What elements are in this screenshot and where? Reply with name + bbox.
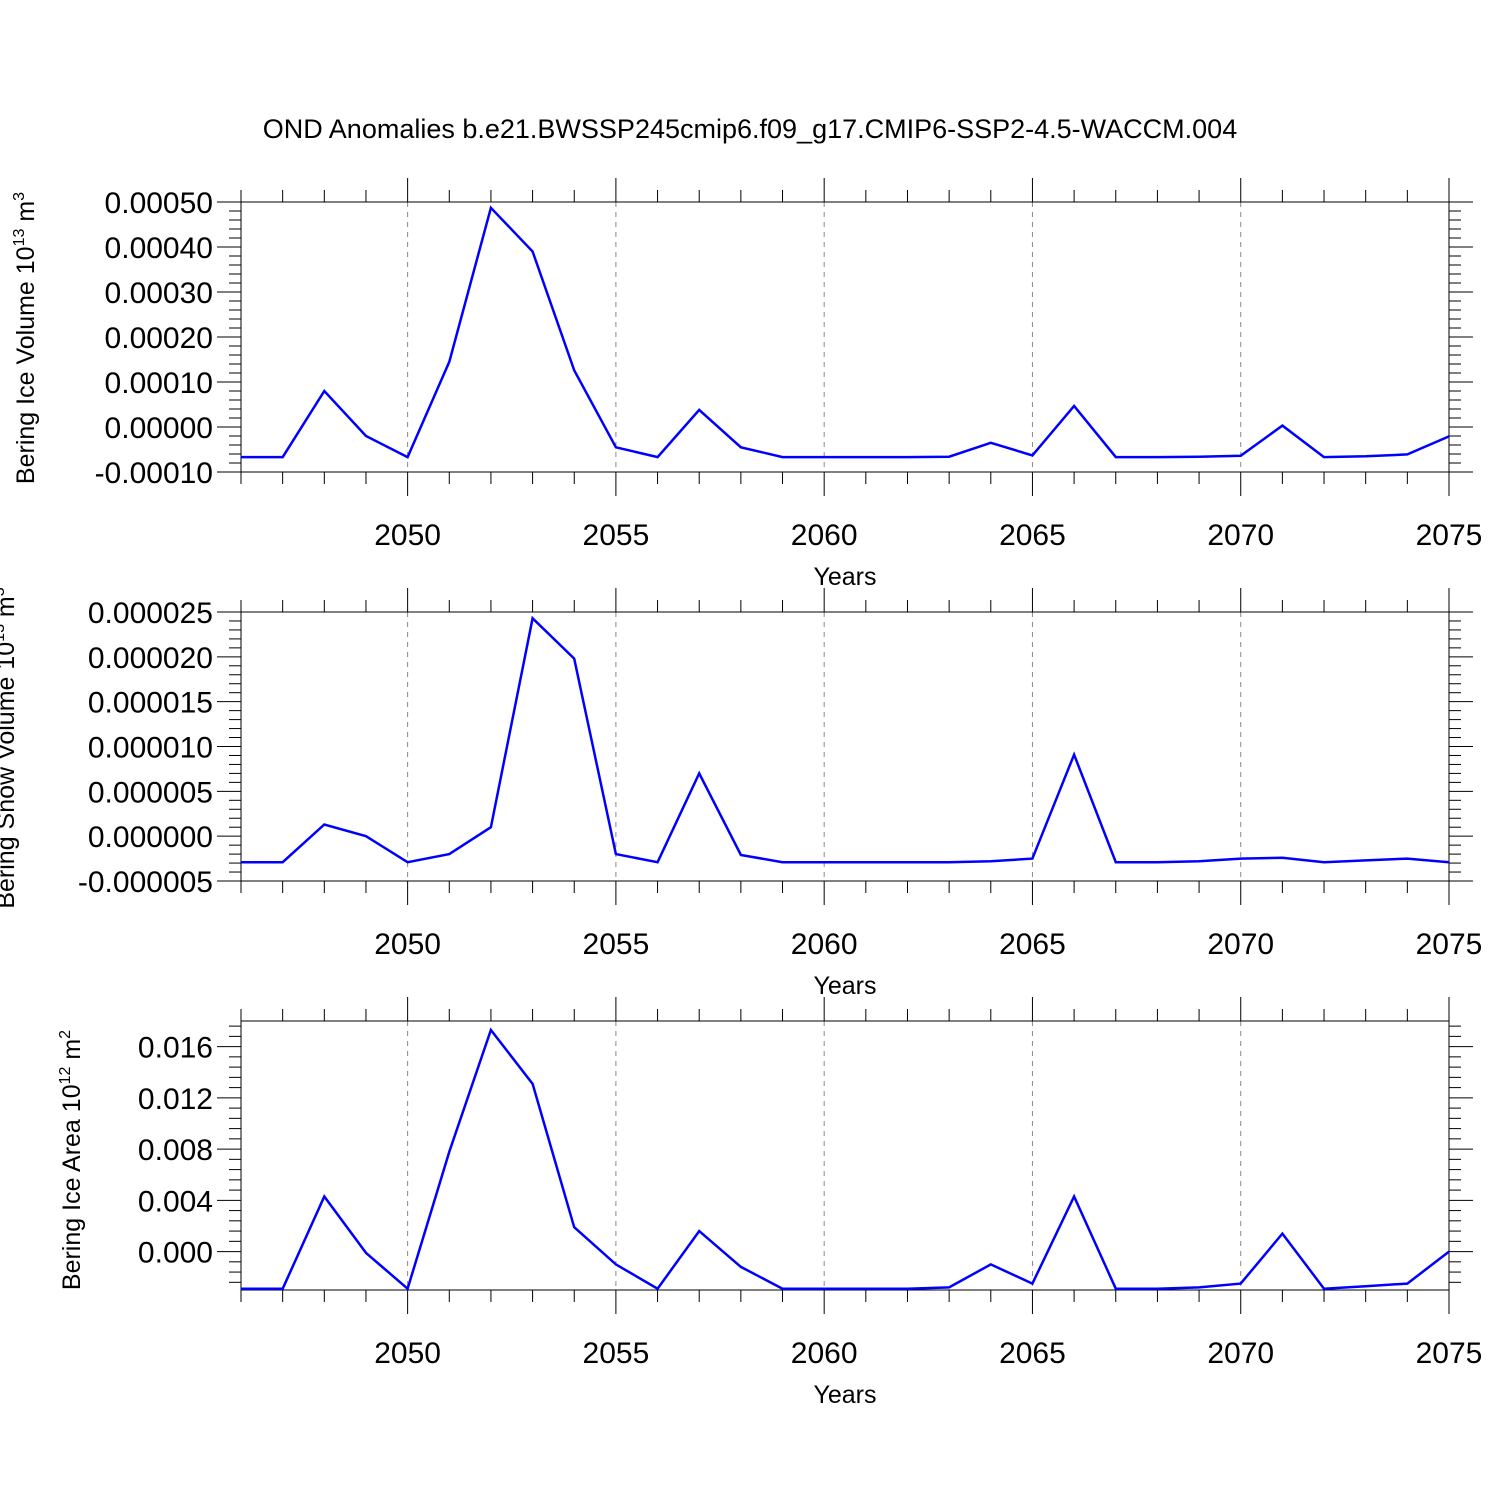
plot-frame <box>240 1020 1450 1291</box>
y-tick-label: 0.00010 <box>105 367 213 400</box>
x-tick-label: 2055 <box>583 1337 650 1370</box>
y-axis-title: Bering Ice Area 1012 m2 <box>57 1030 86 1290</box>
y-tick-label: 0.000015 <box>88 687 213 720</box>
x-tick-label: 2060 <box>791 1337 858 1370</box>
y-tick-label: 0.000005 <box>88 776 213 809</box>
x-tick-label: 2060 <box>791 519 858 552</box>
x-tick-label: 2070 <box>1207 1337 1274 1370</box>
x-tick-label: 2070 <box>1207 928 1274 961</box>
y-tick-label: 0.000010 <box>88 732 213 765</box>
x-axis-title: Years <box>813 972 876 1000</box>
y-tick-label: 0.000 <box>138 1237 213 1270</box>
panels: -0.00010 0.00000 0.00010 0.00020 0.00030 0.00… <box>0 178 1482 1409</box>
x-tick-label: 2070 <box>1207 519 1274 552</box>
y-tick-label: 0.00050 <box>105 187 213 220</box>
panel-3: 0.000 0.004 0.008 0.012 0.016 2050 2055 2060 206… <box>57 997 1482 1409</box>
x-tick-label: 2050 <box>374 1337 441 1370</box>
y-tick-label: 0.00030 <box>105 277 213 310</box>
x-tick-label: 2055 <box>583 519 650 552</box>
y-tick-label: 0.00040 <box>105 232 213 265</box>
panel-1: -0.00010 0.00000 0.00010 0.00020 0.00030 0.00… <box>11 178 1482 591</box>
y-tick-label: 0.00020 <box>105 322 213 355</box>
y-tick-label: 0.008 <box>138 1134 213 1167</box>
series-line <box>241 205 1450 459</box>
y-tick-label: 0.000000 <box>88 821 213 854</box>
figure-title: OND Anomalies b.e21.BWSSP245cmip6.f09_g1… <box>263 114 1237 144</box>
x-tick-label: 2075 <box>1416 519 1483 552</box>
x-tick-label: 2075 <box>1416 1337 1483 1370</box>
y-axis-title: Bering Ice Volume 1013 m3 <box>11 192 40 484</box>
panel-2: -0.000005 0.000000 0.000005 0.000010 0.00001… <box>0 587 1482 1000</box>
y-tick-label: 0.000025 <box>88 597 213 630</box>
y-tick-label: 0.00000 <box>105 412 213 445</box>
x-tick-label: 2050 <box>374 519 441 552</box>
y-axis-title: Bering Snow Volume 1013 m3 <box>0 587 20 908</box>
y-tick-label: 0.000020 <box>88 642 213 675</box>
x-tick-label: 2060 <box>791 928 858 961</box>
x-tick-label: 2065 <box>999 519 1066 552</box>
y-tick-label: 0.012 <box>138 1083 213 1116</box>
x-axis-title: Years <box>813 563 876 591</box>
x-tick-label: 2050 <box>374 928 441 961</box>
x-tick-label: 2075 <box>1416 928 1483 961</box>
x-axis-title: Years <box>813 1381 876 1409</box>
y-tick-label: -0.00010 <box>95 457 213 490</box>
series-line <box>241 615 1450 864</box>
y-tick-label: -0.000005 <box>78 866 213 899</box>
series-line <box>241 1027 1450 1291</box>
y-tick-label: 0.004 <box>138 1185 213 1218</box>
x-tick-label: 2065 <box>999 928 1066 961</box>
y-tick-label: 0.016 <box>138 1032 213 1065</box>
x-tick-label: 2055 <box>583 928 650 961</box>
x-tick-label: 2065 <box>999 1337 1066 1370</box>
